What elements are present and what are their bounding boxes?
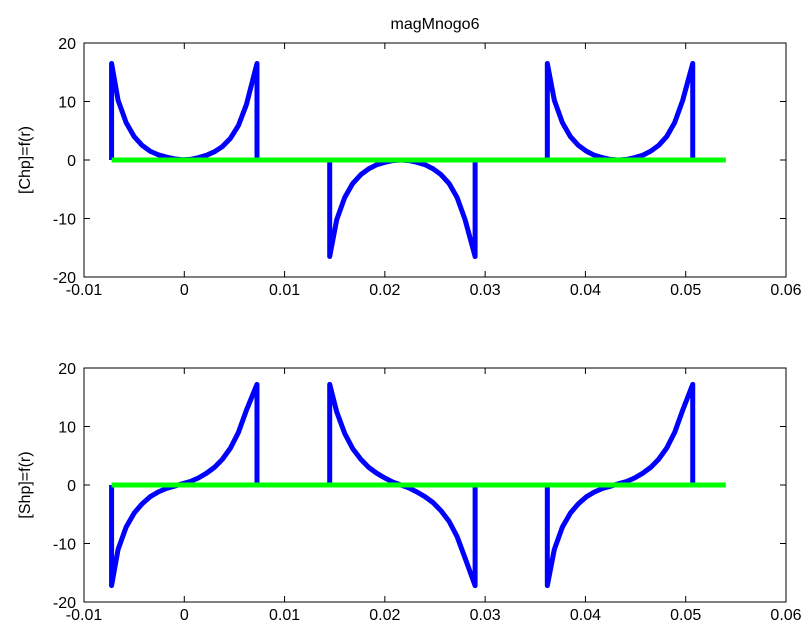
y-tick-label: 0 [67,478,76,495]
x-tick-label: 0.02 [369,607,400,624]
y-tick-label: 20 [58,36,76,53]
x-tick-label: 0.02 [369,282,400,299]
chart-1: -0.01 0 0.01 0.02 0.03 0.04 0.05 0.06 20 10 0 -10 -2… [17,16,802,299]
x-tick-label: -0.01 [66,607,103,624]
x-tick-label: 0.06 [770,607,801,624]
y-axis-label: [Shp]=f(r) [17,451,34,518]
y-tick-label: -10 [53,212,76,229]
x-tick-label: 0.04 [570,607,601,624]
y-tick-label: 20 [58,361,76,378]
y-tick-label: 10 [58,420,76,437]
y-tick-label: -20 [53,270,76,287]
x-tick-label: 0 [180,282,189,299]
x-tick-label: 0.04 [570,282,601,299]
x-tick-label: -0.01 [66,282,103,299]
y-tick-label: 10 [58,95,76,112]
x-tick-label: 0.01 [269,607,300,624]
chart-title: magMnogo6 [391,16,480,33]
y-tick-label: 0 [67,153,76,170]
y-tick-label: -20 [53,595,76,612]
y-axis-label: [Chp]=f(r) [17,126,34,194]
y-tick-label: -10 [53,537,76,554]
x-tick-label: 0.01 [269,282,300,299]
x-tick-label: 0 [180,607,189,624]
x-tick-label: 0.06 [770,282,801,299]
x-tick-label: 0.05 [670,607,701,624]
chart-2: -0.01 0 0.01 0.02 0.03 0.04 0.05 0.06 20 10 0 -10 -2… [17,361,802,624]
x-tick-label: 0.03 [470,607,501,624]
x-tick-label: 0.05 [670,282,701,299]
x-tick-label: 0.03 [470,282,501,299]
